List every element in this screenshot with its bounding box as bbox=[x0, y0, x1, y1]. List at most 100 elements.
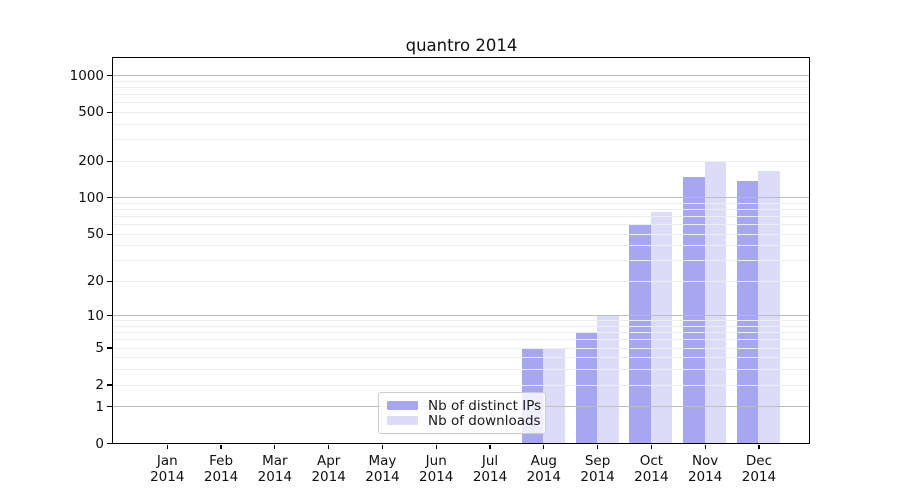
y-tick-label: 1000 bbox=[69, 67, 104, 84]
gridline-minor bbox=[113, 369, 809, 371]
bar-nb-of-distinct-ips-sep bbox=[575, 332, 598, 443]
x-tick-label: Aug 2014 bbox=[514, 453, 574, 485]
x-tick-year: 2014 bbox=[150, 468, 185, 485]
y-tick-label: 20 bbox=[86, 273, 104, 290]
gridline-minor bbox=[113, 80, 809, 82]
x-tick-label: Jun 2014 bbox=[406, 453, 466, 485]
gridline-minor bbox=[113, 357, 809, 359]
x-tick-label: Oct 2014 bbox=[621, 453, 681, 485]
x-tick-year: 2014 bbox=[472, 468, 508, 485]
gridline-major bbox=[113, 315, 809, 317]
x-tick-month: Feb bbox=[209, 453, 234, 469]
gridline-minor bbox=[113, 209, 809, 210]
x-tick-mark bbox=[166, 445, 168, 449]
bar-nb-of-downloads-sep bbox=[597, 315, 619, 443]
x-tick-month: Jun bbox=[425, 453, 447, 469]
x-tick-year: 2014 bbox=[526, 468, 561, 485]
x-tick-mark bbox=[543, 445, 545, 449]
x-tick-label: Jan 2014 bbox=[137, 453, 197, 485]
bar-nb-of-distinct-ips-dec bbox=[736, 181, 759, 443]
bar-nb-of-downloads-oct bbox=[650, 212, 673, 443]
gridline-minor bbox=[113, 160, 809, 162]
x-tick-year: 2014 bbox=[365, 468, 400, 485]
y-tick-label: 5 bbox=[95, 340, 104, 357]
bar-nb-of-distinct-ips-nov bbox=[683, 176, 705, 443]
x-tick-label: Mar 2014 bbox=[245, 453, 305, 485]
x-tick-label: Dec 2014 bbox=[729, 453, 789, 485]
x-tick-month: Dec bbox=[745, 453, 772, 469]
x-tick-mark bbox=[758, 445, 760, 449]
legend-label-distinct-ips: Nb of distinct IPs bbox=[428, 397, 542, 414]
x-tick-month: Jan bbox=[156, 453, 178, 469]
x-tick-label: Jul 2014 bbox=[460, 453, 520, 485]
bar-nb-of-downloads-dec bbox=[758, 171, 780, 443]
gridline-minor bbox=[113, 233, 809, 235]
gridline-minor bbox=[113, 139, 809, 141]
gridline-major bbox=[113, 197, 809, 199]
x-tick-month: Mar bbox=[262, 453, 288, 469]
grid-layer bbox=[113, 58, 809, 443]
gridline-minor bbox=[113, 280, 809, 282]
gridline-minor bbox=[113, 339, 809, 341]
gridline-minor bbox=[113, 326, 809, 327]
x-tick-year: 2014 bbox=[741, 468, 777, 485]
x-tick-label: Feb 2014 bbox=[191, 453, 251, 485]
x-tick-month: Apr bbox=[316, 453, 341, 469]
legend-label-downloads: Nb of downloads bbox=[428, 412, 541, 429]
x-tick-mark bbox=[274, 445, 276, 449]
x-tick-month: May bbox=[368, 453, 397, 469]
y-tick-label: 200 bbox=[78, 153, 104, 170]
gridline-minor bbox=[113, 202, 809, 204]
legend-entry-downloads: Nb of downloads bbox=[387, 413, 541, 429]
gridline-minor bbox=[113, 320, 809, 322]
x-tick-month: Nov bbox=[691, 453, 719, 469]
gridline-minor bbox=[113, 224, 809, 226]
x-tick-month: Aug bbox=[530, 453, 557, 469]
x-tick-month: Oct bbox=[639, 453, 664, 469]
bar-nb-of-downloads-aug bbox=[543, 347, 565, 443]
y-tick-label: 2 bbox=[95, 377, 104, 393]
x-tick-mark bbox=[650, 445, 652, 449]
x-tick-year: 2014 bbox=[419, 468, 454, 485]
x-tick-label: May 2014 bbox=[352, 453, 412, 485]
x-tick-mark bbox=[489, 445, 491, 449]
x-tick-label: Apr 2014 bbox=[299, 453, 359, 485]
legend: Nb of distinct IPs Nb of downloads bbox=[378, 392, 546, 434]
x-tick-mark bbox=[704, 445, 706, 449]
y-tick-label: 100 bbox=[78, 189, 104, 206]
legend-swatch-distinct-ips bbox=[387, 400, 418, 411]
x-tick-mark bbox=[220, 445, 222, 449]
y-tick-label: 0 bbox=[95, 435, 104, 452]
x-tick-month: Sep bbox=[584, 453, 611, 469]
gridline-minor bbox=[113, 332, 809, 334]
x-tick-year: 2014 bbox=[634, 468, 669, 485]
gridline-minor bbox=[113, 94, 809, 96]
x-tick-year: 2014 bbox=[203, 468, 239, 485]
gridline-minor bbox=[113, 245, 809, 247]
gridline-minor bbox=[113, 347, 809, 349]
bars-layer bbox=[113, 58, 809, 443]
x-tick-mark bbox=[596, 445, 599, 449]
gridline-minor bbox=[113, 216, 809, 218]
bar-nb-of-distinct-ips-oct bbox=[629, 224, 651, 443]
plot-area: Nb of distinct IPs Nb of downloads bbox=[112, 57, 810, 444]
bar-nb-of-downloads-nov bbox=[704, 161, 727, 443]
x-tick-mark bbox=[381, 445, 384, 449]
gridline-minor bbox=[113, 260, 809, 262]
legend-swatch-downloads bbox=[387, 415, 418, 426]
gridline-minor bbox=[113, 384, 809, 386]
x-tick-mark bbox=[435, 445, 437, 449]
x-tick-mark bbox=[328, 445, 330, 449]
x-tick-year: 2014 bbox=[311, 468, 346, 485]
gridline-minor bbox=[113, 111, 809, 113]
chart-title: quantro 2014 bbox=[405, 36, 518, 55]
x-tick-year: 2014 bbox=[257, 468, 293, 485]
y-tick-label: 50 bbox=[86, 226, 104, 243]
gridline-minor bbox=[113, 123, 809, 125]
y-tick-label: 10 bbox=[86, 307, 104, 324]
y-tick-label: 500 bbox=[78, 104, 104, 121]
x-tick-label: Nov 2014 bbox=[675, 453, 735, 485]
gridline-minor bbox=[113, 102, 809, 104]
x-tick-year: 2014 bbox=[580, 468, 615, 485]
